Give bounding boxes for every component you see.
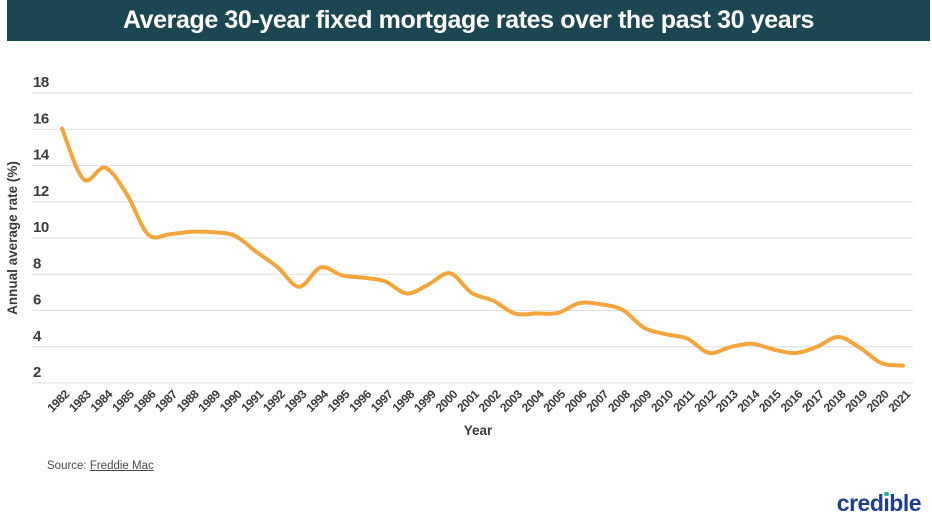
y-tick-label: 6 <box>33 292 41 309</box>
y-tick-label: 4 <box>33 328 42 345</box>
x-tick-label: 2019 <box>842 387 870 415</box>
x-tick-label: 2010 <box>648 387 676 415</box>
logo-text-post: ble <box>889 490 921 516</box>
x-tick-label: 1984 <box>88 387 116 415</box>
x-tick-label: 1998 <box>389 387 417 415</box>
x-tick-label: 2002 <box>476 387 504 415</box>
x-tick-label: 1997 <box>368 387 396 415</box>
x-tick-label: 1988 <box>174 387 202 415</box>
x-tick-label: 2012 <box>691 387 719 415</box>
mortgage-rate-chart: 2468101214161819821983198419851986198719… <box>5 74 914 438</box>
y-tick-label: 14 <box>33 147 50 164</box>
x-tick-label: 2014 <box>735 387 763 415</box>
source-label: Source: Freddie Mac <box>47 460 154 472</box>
x-tick-label: 1987 <box>152 387 180 415</box>
x-tick-label: 1990 <box>217 387 245 415</box>
x-tick-label: 1986 <box>131 387 159 415</box>
x-tick-label: 2008 <box>605 387 633 415</box>
x-tick-label: 2009 <box>627 387 655 415</box>
x-tick-label: 1983 <box>66 387 94 415</box>
x-tick-label: 1996 <box>346 387 374 415</box>
y-tick-label: 12 <box>33 183 49 200</box>
chart-title-banner: Average 30-year fixed mortgage rates ove… <box>7 0 930 41</box>
logo-i-dot-icon <box>883 491 889 497</box>
chart-title: Average 30-year fixed mortgage rates ove… <box>122 6 815 34</box>
credible-logo: credı ble <box>836 490 922 516</box>
x-tick-label: 1993 <box>282 387 310 415</box>
x-tick-label: 2003 <box>497 387 525 415</box>
x-tick-label: 1991 <box>239 387 267 415</box>
x-tick-label: 1989 <box>195 387 223 415</box>
y-tick-label: 2 <box>33 364 41 381</box>
x-tick-label: 2005 <box>540 387 568 415</box>
x-tick-label: 2013 <box>713 387 741 415</box>
x-tick-label: 2016 <box>778 387 806 415</box>
x-tick-label: 2018 <box>821 387 849 415</box>
x-tick-label: 2007 <box>584 387 612 415</box>
y-tick-label: 16 <box>33 110 49 127</box>
logo-letter-i: ı <box>883 490 890 516</box>
y-tick-label: 18 <box>33 74 49 91</box>
rate-line <box>60 126 905 368</box>
source-link[interactable]: Freddie Mac <box>89 460 154 472</box>
x-tick-label: 1995 <box>325 387 353 415</box>
x-tick-label: 2011 <box>670 387 698 415</box>
x-tick-label: 2020 <box>864 387 892 415</box>
x-tick-label: 1999 <box>411 387 439 415</box>
x-tick-label: 2001 <box>454 387 482 415</box>
x-tick-label: 2000 <box>433 387 461 415</box>
x-axis-title: Year <box>464 423 493 438</box>
y-axis-title: Annual average rate (%) <box>5 161 20 315</box>
x-tick-label: 1992 <box>260 387 288 415</box>
x-tick-label: 2015 <box>756 387 784 415</box>
x-tick-label: 1982 <box>44 387 72 415</box>
y-tick-label: 10 <box>33 219 49 236</box>
x-tick-label: 1985 <box>109 387 137 415</box>
x-tick-label: 2004 <box>519 387 547 415</box>
x-tick-label: 2017 <box>799 387 827 415</box>
source-prefix: Source: <box>47 460 90 472</box>
logo-text-pre: cred <box>836 490 884 516</box>
x-tick-label: 2021 <box>885 387 913 415</box>
x-tick-label: 1994 <box>303 387 331 415</box>
y-tick-label: 8 <box>33 255 41 272</box>
x-tick-label: 2006 <box>562 387 590 415</box>
